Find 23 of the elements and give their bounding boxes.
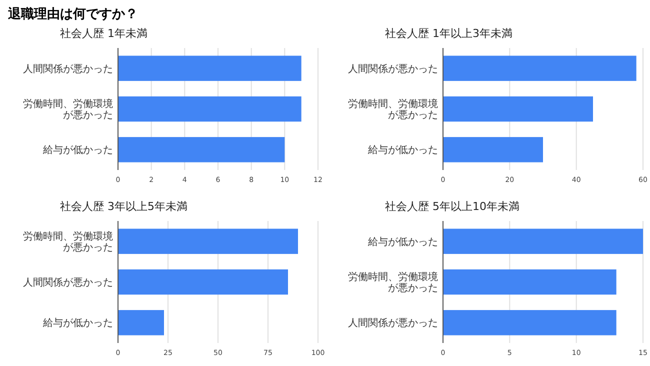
y-tick-label: 労働時間、労働環境が悪かった xyxy=(23,98,113,121)
bar xyxy=(118,269,288,295)
bar xyxy=(118,228,298,254)
text: 退職理由は何ですか？ xyxy=(7,6,138,22)
y-tick-label: 人間関係が悪かった xyxy=(23,62,113,75)
y-tick-label: 労働時間、労働環境が悪かった xyxy=(348,271,438,294)
chart-title: 社会人歴 1年未満 xyxy=(60,27,148,40)
y-tick-label: 人間関係が悪かった xyxy=(348,317,438,330)
y-tick-label: 労働時間、労働環境が悪かった xyxy=(348,98,438,121)
bar xyxy=(443,96,593,122)
y-tick-label: 給与が低かった xyxy=(367,236,438,248)
chart-title: 社会人歴 5年以上10年未満 xyxy=(385,200,520,213)
y-tick-label: 人間関係が悪かった xyxy=(348,62,438,75)
y-tick-label: 人間関係が悪かった xyxy=(23,276,113,288)
bar xyxy=(443,137,543,162)
y-tick-label: 労働時間、労働環境が悪かった xyxy=(23,230,113,254)
y-tick-label: 給与が低かった xyxy=(367,144,438,156)
y-tick-label: 給与が低かった xyxy=(42,317,113,330)
bar xyxy=(118,310,164,336)
chart-title: 社会人歴 3年以上5年未満 xyxy=(60,200,188,213)
y-tick-label: 給与が低かった xyxy=(42,144,113,156)
chart-title: 社会人歴 1年以上3年未満 xyxy=(385,27,512,40)
bar xyxy=(443,56,636,81)
